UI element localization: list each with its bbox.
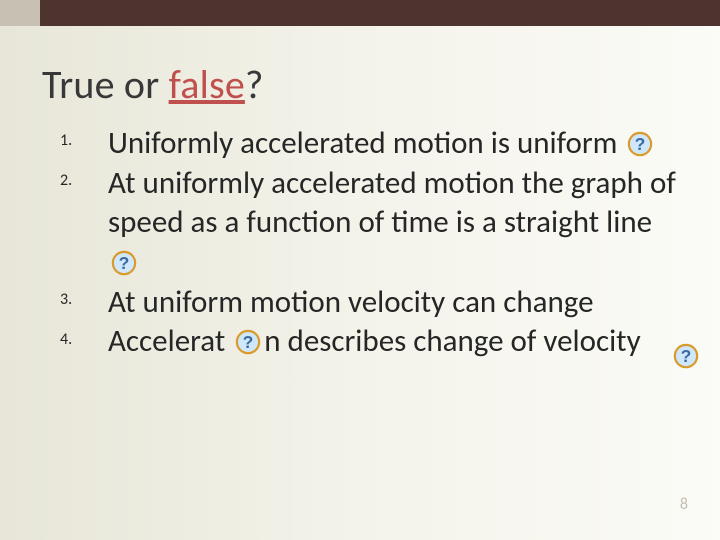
page-number: 8 [680,495,688,514]
top-band-inner [40,0,720,26]
item-number: 2. [60,171,96,191]
svg-text:?: ? [243,332,254,352]
body-area: 1. Uniformly accelerated motion is unifor… [60,124,684,528]
item-text: Uniformly accelerated motion is uniform … [108,124,656,162]
svg-text:?: ? [681,346,692,366]
list-item: 3. At uniform motion velocity can change [60,283,684,323]
svg-text:?: ? [635,134,646,154]
item-text: Accelerat ?n describes change of velocit… [108,322,641,360]
question-mark-icon: ? [672,342,700,370]
item-number: 1. [60,131,96,151]
question-mark-icon: ? [626,130,654,158]
title-prefix: True or [42,60,169,109]
item-number: 4. [60,330,96,350]
item-number: 3. [60,290,96,310]
title-suffix: ? [245,60,264,109]
slide: True or false? 1. Uniformly accelerated m… [0,0,720,540]
list-item: 2. At uniformly accelerated motion the gr… [60,164,684,283]
list-item: 1. Uniformly accelerated motion is unifor… [60,124,684,164]
title-false-word: false [169,60,245,109]
svg-text:?: ? [119,253,130,273]
slide-title: True or false? [42,64,680,106]
question-mark-icon: ? [110,249,138,277]
item-text: At uniform motion velocity can change [108,283,594,321]
item-text: At uniformly accelerated motion the grap… [108,164,676,281]
items-list: 1. Uniformly accelerated motion is unifor… [60,124,684,362]
question-mark-icon: ? [234,328,262,356]
list-item: 4. Accelerat ?n describes change of veloc… [60,322,684,362]
